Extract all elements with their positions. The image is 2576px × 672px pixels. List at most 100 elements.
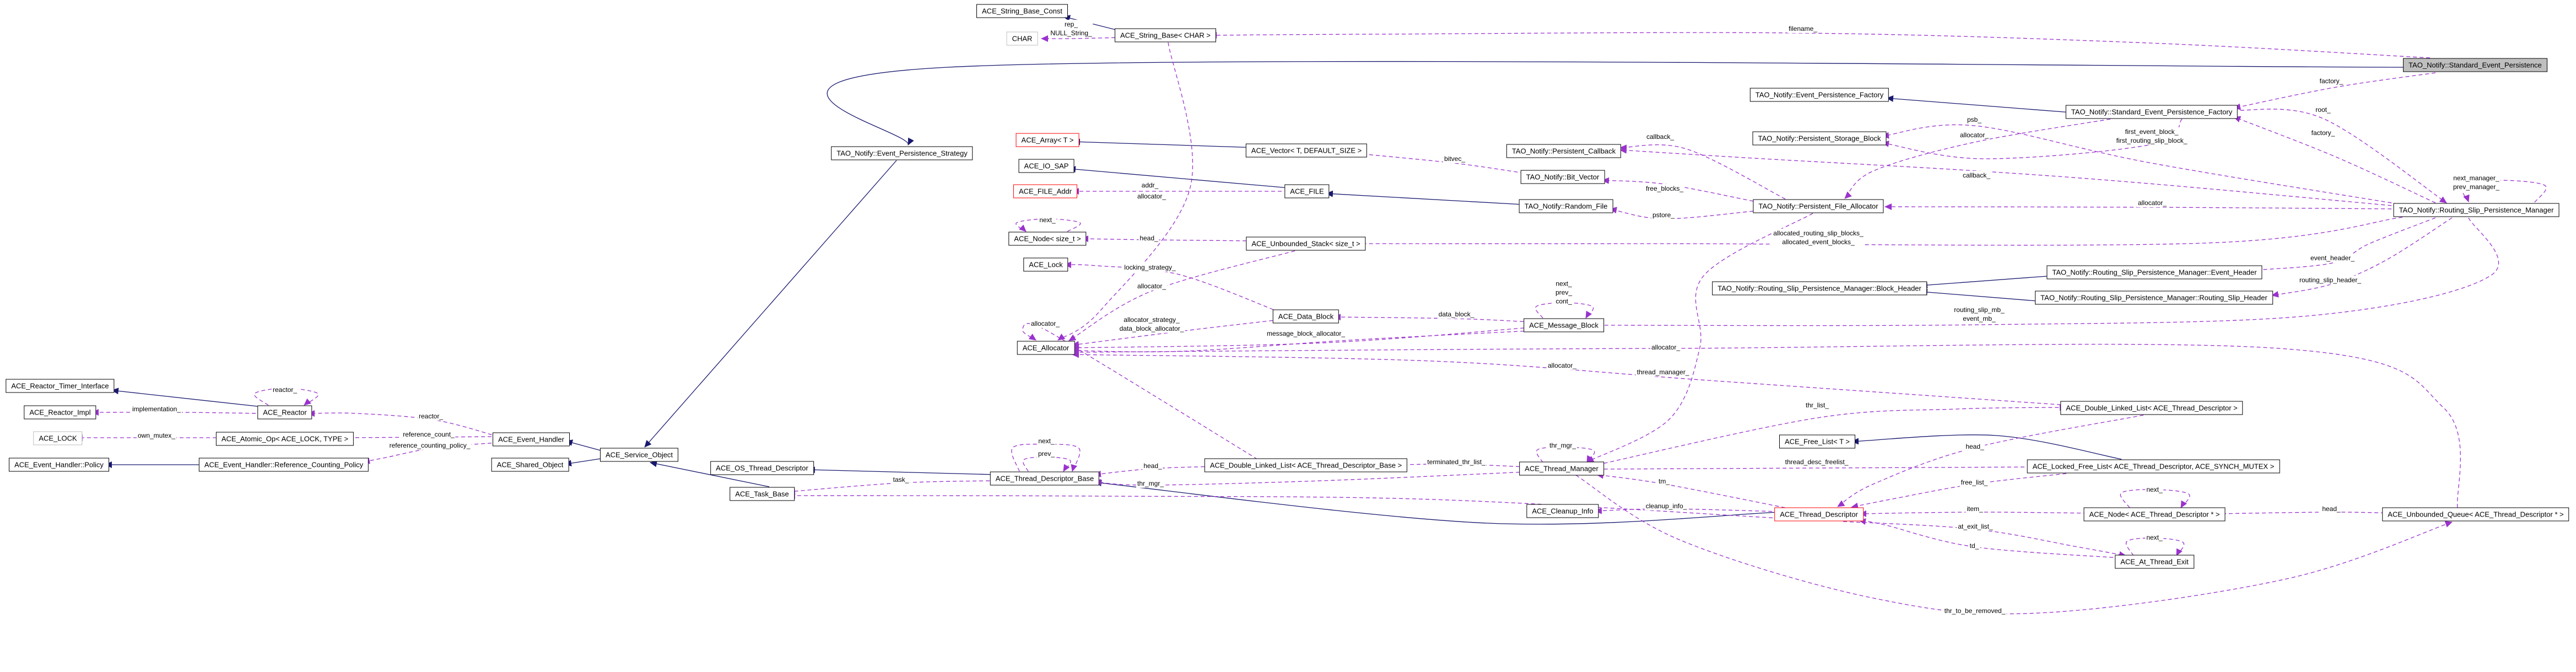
edge-ace-thread-descriptor-base-to-ace-thread-descriptor-base	[1023, 456, 1071, 472]
edge-ace-thread-manager-to-ace-thread-descriptor-base	[1094, 471, 1527, 486]
node-ace-string-base-const[interactable]: ACE_String_Base_Const	[976, 4, 1068, 18]
edge-tao-notify-routing-slip-persistence-manager-to-tao-notify-persistent-storage-block	[1882, 124, 2399, 205]
edge-ace-unbounded-stack-size-t-to-ace-allocator	[1068, 250, 1295, 341]
node-ace-thread-manager[interactable]: ACE_Thread_Manager	[1519, 461, 1604, 476]
node-ace-node-size-t[interactable]: ACE_Node< size_t >	[1008, 232, 1087, 246]
edge-tao-notify-routing-slip-persistence-manager-to-ace-unbounded-stack-size-t	[1358, 217, 2403, 248]
edge-event-header-to-block-header	[1920, 275, 2055, 289]
edge-label-allocated-routing-slip-blocks: allocated_routing_slip_blocks_ allocated_…	[1772, 228, 1865, 247]
edge-ace-unbounded-queue-td-to-ace-allocator	[1072, 343, 2461, 508]
edge-tao-notify-persistent-file-allocator-to-tao-notify-bit-vector	[1602, 177, 1754, 202]
edge-label-implementation: implementation_	[131, 404, 182, 414]
node-ace-array-t[interactable]: ACE_Array< T >	[1016, 133, 1079, 147]
node-ace-task-base[interactable]: ACE_Task_Base	[730, 487, 795, 501]
node-ace-node-td[interactable]: ACE_Node< ACE_Thread_Descriptor * >	[2083, 507, 2226, 522]
edge-label-head: head_	[1964, 442, 1985, 451]
node-ace-event-handler-reference-counting-policy[interactable]: ACE_Event_Handler::Reference_Counting_Po…	[198, 458, 369, 472]
node-ace-reactor-timer-interface[interactable]: ACE_Reactor_Timer_Interface	[6, 379, 115, 393]
edge-tao-notify-bit-vector-to-ace-vector	[1354, 150, 1525, 174]
node-ace-allocator[interactable]: ACE_Allocator	[1017, 341, 1075, 355]
node-ace-io-sap[interactable]: ACE_IO_SAP	[1018, 159, 1074, 173]
edge-label-head: head_	[2321, 504, 2342, 514]
edge-tao-notify-standard-event-persistence-factory-to-tao-notify-persistent-file-allocator	[1844, 119, 2111, 199]
edge-label-event-header: event_header_	[2309, 253, 2356, 263]
node-ace-atomic-op[interactable]: ACE_Atomic_Op< ACE_LOCK, TYPE >	[215, 432, 354, 446]
edge-label-thread-manager: thread_manager_	[1635, 367, 1691, 377]
node-ace-unbounded-queue-td[interactable]: ACE_Unbounded_Queue< ACE_Thread_Descript…	[2382, 507, 2569, 522]
edge-ace-thread-manager-to-ace-locked-free-list	[1597, 464, 2043, 471]
edge-ace-double-linked-list-tdb-to-ace-allocator	[1022, 323, 1258, 460]
node-ace-thread-descriptor[interactable]: ACE_Thread_Descriptor	[1774, 507, 1864, 522]
node-ace-event-handler[interactable]: ACE_Event_Handler	[493, 432, 570, 447]
edge-tao-notify-persistent-file-allocator-to-ace-thread-manager	[1586, 213, 1813, 463]
node-tao-notify-persistent-storage-block[interactable]: TAO_Notify::Persistent_Storage_Block	[1752, 131, 1887, 146]
node-ace-data-block[interactable]: ACE_Data_Block	[1272, 309, 1340, 324]
node-ace-service-object[interactable]: ACE_Service_Object	[600, 448, 679, 462]
node-ace-double-linked-list-td[interactable]: ACE_Double_Linked_List< ACE_Thread_Descr…	[2060, 401, 2243, 415]
node-routing-slip-header[interactable]: TAO_Notify::Routing_Slip_Persistence_Man…	[2035, 291, 2273, 305]
edge-tao-notify-persistent-file-allocator-to-tao-notify-random-file	[1610, 207, 1754, 219]
edge-ace-thread-descriptor-to-ace-at-thread-exit	[1843, 521, 2126, 558]
node-tao-notify-random-file[interactable]: TAO_Notify::Random_File	[1519, 199, 1613, 213]
edge-label-thread-desc-freelist: thread_desc_freelist_	[1784, 457, 1850, 467]
node-ace-lock-param[interactable]: ACE_LOCK	[33, 431, 83, 445]
node-tao-notify-event-persistence-factory[interactable]: TAO_Notify::Event_Persistence_Factory	[1749, 88, 1889, 102]
edge-label-head: head_	[1138, 233, 1159, 243]
edge-tao-notify-standard-event-persistence-to-ace-string-base-char	[1209, 31, 2431, 58]
edge-label-bitvec: bitvec_	[1443, 154, 1467, 164]
node-ace-string-base-char[interactable]: ACE_String_Base< CHAR >	[1114, 28, 1217, 42]
node-ace-cleanup-info[interactable]: ACE_Cleanup_Info	[1526, 504, 1599, 518]
edge-label-allocator: allocator_	[1136, 281, 1168, 291]
edge-ace-thread-descriptor-to-ace-task-base	[788, 492, 1780, 519]
edge-ace-thread-descriptor-base-to-ace-os-thread-descriptor	[808, 466, 997, 475]
node-ace-file[interactable]: ACE_FILE	[1284, 184, 1330, 198]
node-tao-notify-bit-vector[interactable]: TAO_Notify::Bit_Vector	[1520, 170, 1605, 184]
edge-ace-unbounded-stack-size-t-to-ace-node-size-t	[1081, 235, 1254, 243]
node-ace-file-addr[interactable]: ACE_FILE_Addr	[1013, 184, 1078, 198]
node-tao-notify-standard-event-persistence[interactable]: TAO_Notify::Standard_Event_Persistence	[2403, 58, 2547, 72]
node-ace-lock[interactable]: ACE_Lock	[1023, 257, 1068, 272]
edge-label-next: next_	[1037, 436, 1056, 446]
edge-label-terminated-thr-list: terminated_thr_list_	[1426, 457, 1487, 467]
node-ace-shared-object[interactable]: ACE_Shared_Object	[491, 458, 569, 472]
edge-ace-event-handler-to-ace-event-handler-reference-counting-policy	[363, 442, 499, 464]
node-event-header[interactable]: TAO_Notify::Routing_Slip_Persistence_Man…	[2046, 265, 2262, 279]
node-ace-reactor[interactable]: ACE_Reactor	[257, 405, 312, 420]
edge-label-reactor: reactor_	[271, 385, 299, 395]
node-ace-message-block[interactable]: ACE_Message_Block	[1524, 318, 1604, 332]
edge-label-own-mutex: own_mutex_	[136, 431, 177, 440]
node-ace-os-thread-descriptor[interactable]: ACE_OS_Thread_Descriptor	[710, 461, 814, 475]
edge-tao-notify-event-persistence-strategy-to-ace-service-object	[644, 160, 897, 448]
node-ace-thread-descriptor-base[interactable]: ACE_Thread_Descriptor_Base	[990, 471, 1100, 486]
node-tao-notify-persistent-file-allocator[interactable]: TAO_Notify::Persistent_File_Allocator	[1753, 199, 1884, 213]
node-ace-at-thread-exit[interactable]: ACE_At_Thread_Exit	[2115, 555, 2194, 569]
node-ace-double-linked-list-tdb[interactable]: ACE_Double_Linked_List< ACE_Thread_Descr…	[1204, 458, 1408, 472]
node-ace-reactor-impl[interactable]: ACE_Reactor_Impl	[24, 405, 96, 420]
node-ace-event-handler-policy[interactable]: ACE_Event_Handler::Policy	[9, 458, 109, 472]
edge-ace-unbounded-queue-td-to-ace-node-td	[2215, 510, 2399, 517]
edge-ace-vector-to-ace-array-t	[1073, 138, 1260, 148]
node-ace-locked-free-list[interactable]: ACE_Locked_Free_List< ACE_Thread_Descrip…	[2027, 459, 2280, 474]
edge-ace-message-block-to-ace-data-block	[1333, 314, 1531, 322]
edge-label-free-blocks: free_blocks_	[1644, 184, 1685, 193]
edge-label-routing-slip-mb: routing_slip_mb_ event_mb_	[1953, 305, 2006, 324]
node-block-header[interactable]: TAO_Notify::Routing_Slip_Persistence_Man…	[1712, 281, 1927, 295]
node-tao-notify-persistent-callback[interactable]: TAO_Notify::Persistent_Callback	[1506, 144, 1622, 158]
node-char[interactable]: CHAR	[1006, 31, 1038, 46]
edge-ace-string-base-char-to-ace-allocator	[1057, 42, 1194, 341]
node-ace-unbounded-stack-size-t[interactable]: ACE_Unbounded_Stack< size_t >	[1246, 236, 1366, 251]
node-tao-notify-routing-slip-persistence-manager[interactable]: TAO_Notify::Routing_Slip_Persistence_Man…	[2393, 203, 2559, 217]
edge-ace-thread-descriptor-to-ace-thread-descriptor-base	[1094, 480, 1780, 525]
edge-label-reference-counting-policy: reference_counting_policy_	[388, 440, 472, 450]
edge-label-allocator: allocator_	[1546, 361, 1578, 370]
edge-label-allocator: allocator_	[1029, 319, 1061, 329]
edge-tao-notify-random-file-to-ace-file	[1326, 190, 1524, 205]
edge-ace-thread-manager-to-ace-double-linked-list-tdb	[1399, 461, 1527, 468]
node-ace-vector[interactable]: ACE_Vector< T, DEFAULT_SIZE >	[1245, 143, 1368, 158]
node-ace-free-list-t[interactable]: ACE_Free_List< T >	[1779, 434, 1856, 449]
node-tao-notify-standard-event-persistence-factory[interactable]: TAO_Notify::Standard_Event_Persistence_F…	[2065, 105, 2238, 119]
edge-label-callback: callback_	[1961, 170, 1992, 180]
node-tao-notify-event-persistence-strategy[interactable]: TAO_Notify::Event_Persistence_Strategy	[831, 146, 973, 160]
edge-label-factory: factory_	[2310, 128, 2336, 138]
